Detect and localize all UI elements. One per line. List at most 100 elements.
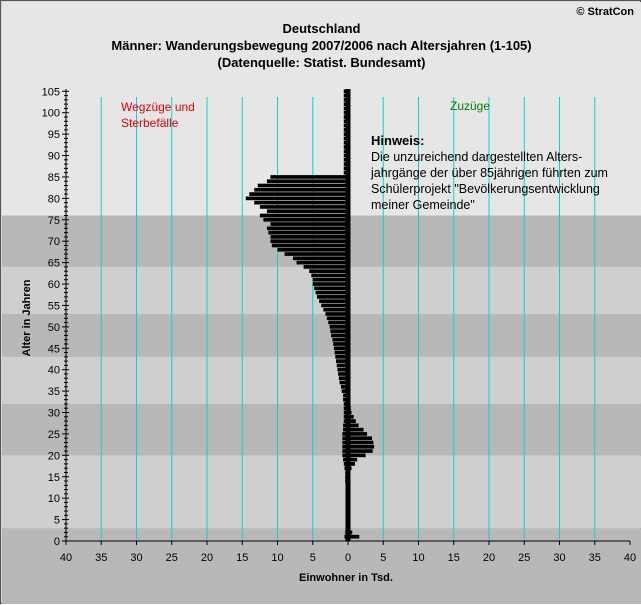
- bar-left-age-85: [270, 175, 348, 179]
- bar-left-age-47: [332, 337, 348, 342]
- bar-left-age-78: [259, 205, 348, 209]
- bar-left-age-71: [270, 235, 348, 239]
- bar-left-age-59: [314, 286, 348, 291]
- x-tick-label: 5: [310, 552, 316, 564]
- y-tick-label: 90: [48, 151, 60, 163]
- bar-left-age-76: [259, 213, 348, 218]
- bar-left-age-70: [270, 239, 348, 244]
- bar-left-age-56: [319, 299, 348, 303]
- y-tick-label: 80: [48, 193, 60, 205]
- bar-left-age-46: [333, 342, 348, 346]
- bar-left-age-64: [303, 265, 348, 269]
- bar-left-age-74: [270, 222, 348, 226]
- y-tick-label: 45: [48, 343, 60, 355]
- y-tick-label: 20: [48, 450, 60, 462]
- bar-left-age-68: [277, 247, 348, 252]
- note-body: Die unzureichend dargestellten Alters- j…: [371, 150, 608, 212]
- y-tick-label: 40: [48, 365, 60, 377]
- x-tick-label: 30: [553, 552, 565, 564]
- bar-left-age-82: [254, 187, 348, 192]
- bar-left-age-44: [334, 350, 348, 355]
- bar-left-age-57: [316, 295, 348, 299]
- y-tick-label: 70: [48, 236, 60, 248]
- bar-left-age-52: [326, 316, 348, 321]
- bar-left-age-54: [323, 307, 348, 312]
- y-tick-label: 65: [48, 258, 60, 270]
- x-tick-label: 25: [166, 552, 178, 564]
- bar-right-age-23: [348, 440, 374, 445]
- bar-left-age-81: [249, 192, 348, 196]
- bar-left-age-62: [311, 273, 348, 278]
- bar-left-age-65: [296, 260, 348, 265]
- bar-left-age-45: [333, 346, 348, 351]
- bar-left-age-41: [336, 363, 348, 368]
- x-tick-label: 40: [624, 552, 636, 564]
- y-tick-label: 60: [48, 279, 60, 291]
- right-series-label: Zuzüge: [450, 99, 491, 113]
- y-tick-label: 35: [48, 386, 60, 398]
- bar-left-age-79: [254, 200, 348, 205]
- left-series-label: Wegzüge und Sterbefälle: [121, 100, 195, 130]
- x-tick-label: 0: [345, 552, 351, 564]
- bar-right-age-18: [348, 462, 356, 466]
- background-band-1: [2, 455, 641, 529]
- bar-right-age-20: [348, 453, 366, 458]
- center-axis: [345, 89, 351, 541]
- x-tick-label: 35: [95, 552, 107, 564]
- bar-left-age-75: [263, 217, 348, 222]
- background-band-4: [2, 314, 641, 357]
- bar-right-age-19: [348, 457, 358, 462]
- y-tick-label: 5: [54, 515, 60, 527]
- bar-left-age-83: [257, 183, 348, 188]
- x-tick-label: 30: [130, 552, 142, 564]
- chart-title-line-2: Männer: Wanderungsbewegung 2007/2006 nac…: [111, 38, 532, 53]
- bar-left-age-40: [337, 367, 348, 372]
- y-tick-label: 105: [42, 86, 60, 98]
- bar-left-age-58: [315, 290, 348, 295]
- bar-left-age-25: [342, 432, 348, 436]
- bar-left-age-72: [268, 230, 348, 235]
- y-tick-label: 25: [48, 429, 60, 441]
- y-tick-label: 55: [48, 300, 60, 312]
- chart-title-line-1: Deutschland: [282, 21, 361, 36]
- x-tick-label: 20: [483, 552, 495, 564]
- x-tick-label: 15: [236, 552, 248, 564]
- bar-left-age-37: [339, 380, 348, 385]
- x-tick-label: 5: [380, 552, 386, 564]
- x-tick-label: 10: [412, 552, 424, 564]
- note-box: Hinweis: Die unzureichend dargestellten …: [371, 133, 631, 213]
- bar-left-age-43: [335, 354, 348, 359]
- x-tick-label: 15: [448, 552, 460, 564]
- background-band-0: [2, 528, 641, 604]
- y-axis-label: Alter in Jahren: [21, 279, 33, 357]
- copyright-text: © StratCon: [576, 6, 634, 18]
- bar-right-age-21: [348, 449, 373, 453]
- y-tick-label: 95: [48, 129, 60, 141]
- bar-left-age-23: [342, 440, 348, 445]
- y-tick-label: 15: [48, 472, 60, 484]
- bar-left-age-66: [293, 256, 348, 261]
- bar-left-age-51: [328, 320, 348, 325]
- bar-left-age-20: [342, 453, 348, 458]
- bar-left-age-48: [331, 333, 348, 338]
- x-axis-label: Einwohner in Tsd.: [299, 572, 393, 584]
- y-tick-label: 85: [48, 172, 60, 184]
- bar-right-age-26: [348, 427, 364, 432]
- x-tick-label: 35: [589, 552, 601, 564]
- y-tick-label: 0: [54, 536, 60, 548]
- bar-left-age-50: [329, 325, 348, 329]
- bar-right-age-25: [348, 432, 368, 436]
- bar-left-age-36: [340, 384, 348, 389]
- bar-left-age-38: [338, 376, 348, 381]
- bar-left-age-21: [342, 449, 348, 453]
- x-tick-label: 25: [518, 552, 530, 564]
- bar-left-age-53: [325, 312, 348, 316]
- bar-left-age-22: [342, 444, 348, 449]
- bar-right-age-29: [348, 414, 354, 419]
- y-tick-label: 10: [48, 493, 60, 505]
- background-band-2: [2, 403, 641, 456]
- bar-left-age-84: [266, 179, 348, 184]
- chart-title-line-3: (Datenquelle: Statist. Bundesamt): [217, 55, 426, 70]
